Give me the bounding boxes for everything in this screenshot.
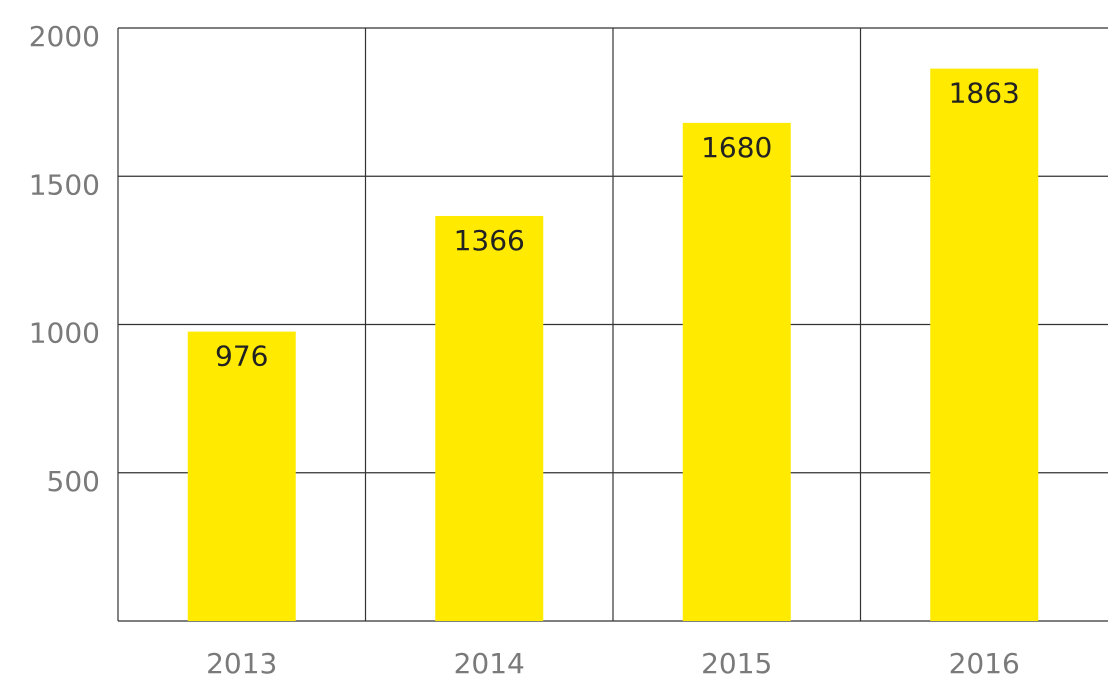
- bar: [682, 122, 791, 621]
- y-tick-label: 500: [47, 465, 100, 498]
- y-tick-label: 2000: [29, 20, 100, 53]
- value-label: 1366: [454, 224, 525, 257]
- y-tick-label: 1000: [29, 317, 100, 350]
- y-tick-label: 1500: [29, 168, 100, 201]
- x-tick-label: 2014: [454, 647, 525, 680]
- value-label: 976: [215, 340, 268, 373]
- x-tick-label: 2013: [206, 647, 277, 680]
- bar: [435, 215, 544, 621]
- value-label: 1680: [701, 131, 772, 164]
- x-tick-label: 2015: [701, 647, 772, 680]
- x-tick-label: 2016: [949, 647, 1020, 680]
- bar: [930, 68, 1039, 622]
- bar: [187, 331, 296, 621]
- value-label: 1863: [949, 77, 1020, 110]
